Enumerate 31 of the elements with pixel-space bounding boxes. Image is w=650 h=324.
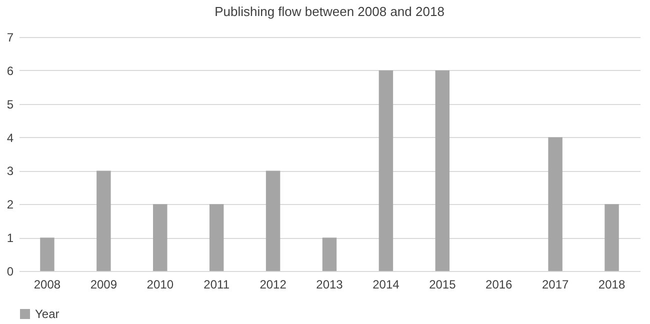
x-tick-label: 2016 (486, 278, 513, 292)
x-tick-label: 2012 (260, 278, 287, 292)
bar (378, 70, 394, 271)
x-tick-label: 2017 (542, 278, 569, 292)
y-tick-label: 3 (6, 164, 14, 178)
y-tick-label: 7 (6, 30, 14, 44)
y-tick-label: 1 (6, 231, 14, 246)
bar (40, 238, 54, 271)
bar (266, 170, 280, 271)
y-tick-label: 4 (6, 130, 14, 145)
legend-label: Year (35, 307, 60, 321)
bar (209, 204, 224, 271)
bar (548, 137, 562, 271)
x-tick-label: 2015 (429, 278, 456, 292)
y-tick-label: 5 (6, 97, 14, 112)
x-tick-label: 2014 (372, 278, 400, 292)
bar (322, 238, 337, 271)
x-tick-label: 2010 (146, 278, 174, 292)
y-tick-label: 0 (6, 264, 14, 278)
y-tick-label: 2 (6, 198, 14, 212)
bar (153, 204, 168, 271)
x-tick-label: 2009 (90, 278, 118, 292)
x-tick-label: 2011 (204, 278, 230, 292)
bar (604, 204, 619, 271)
x-tick-label: 2013 (316, 278, 344, 292)
x-tick-label: 2018 (598, 278, 626, 292)
bar (435, 70, 450, 271)
chart-title: Publishing flow between 2008 and 2018 (214, 4, 444, 19)
bar (96, 170, 111, 271)
y-tick-label: 6 (6, 64, 14, 78)
x-tick-label: 2008 (34, 278, 61, 292)
